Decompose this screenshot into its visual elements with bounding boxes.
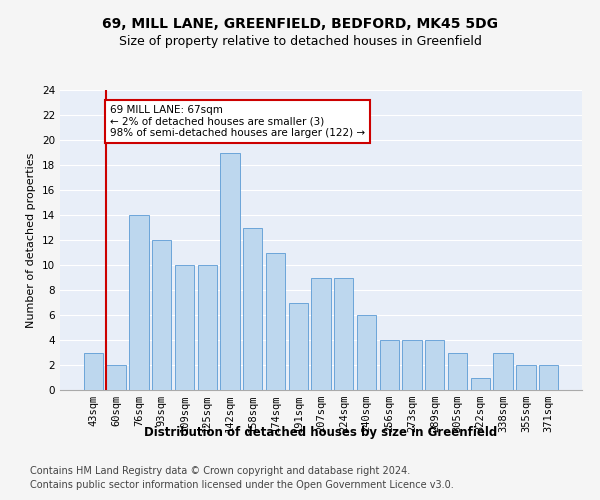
Bar [220, 152, 239, 390]
Bar [106, 365, 126, 390]
Bar [152, 240, 172, 390]
Text: 69 MILL LANE: 67sqm
← 2% of detached houses are smaller (3)
98% of semi-detached: 69 MILL LANE: 67sqm ← 2% of detached hou… [110, 105, 365, 138]
Bar [403, 340, 422, 390]
Bar [470, 378, 490, 390]
Y-axis label: Number of detached properties: Number of detached properties [26, 152, 37, 328]
Bar [311, 278, 331, 390]
Bar [380, 340, 399, 390]
Bar [516, 365, 536, 390]
Bar [493, 352, 513, 390]
Bar [425, 340, 445, 390]
Text: 69, MILL LANE, GREENFIELD, BEDFORD, MK45 5DG: 69, MILL LANE, GREENFIELD, BEDFORD, MK45… [102, 18, 498, 32]
Bar [357, 315, 376, 390]
Bar [175, 265, 194, 390]
Bar [84, 352, 103, 390]
Bar [197, 265, 217, 390]
Text: Contains public sector information licensed under the Open Government Licence v3: Contains public sector information licen… [30, 480, 454, 490]
Bar [334, 278, 353, 390]
Text: Contains HM Land Registry data © Crown copyright and database right 2024.: Contains HM Land Registry data © Crown c… [30, 466, 410, 476]
Bar [448, 352, 467, 390]
Bar [266, 252, 285, 390]
Bar [129, 215, 149, 390]
Text: Size of property relative to detached houses in Greenfield: Size of property relative to detached ho… [119, 35, 481, 48]
Text: Distribution of detached houses by size in Greenfield: Distribution of detached houses by size … [145, 426, 497, 439]
Bar [539, 365, 558, 390]
Bar [243, 228, 262, 390]
Bar [289, 302, 308, 390]
